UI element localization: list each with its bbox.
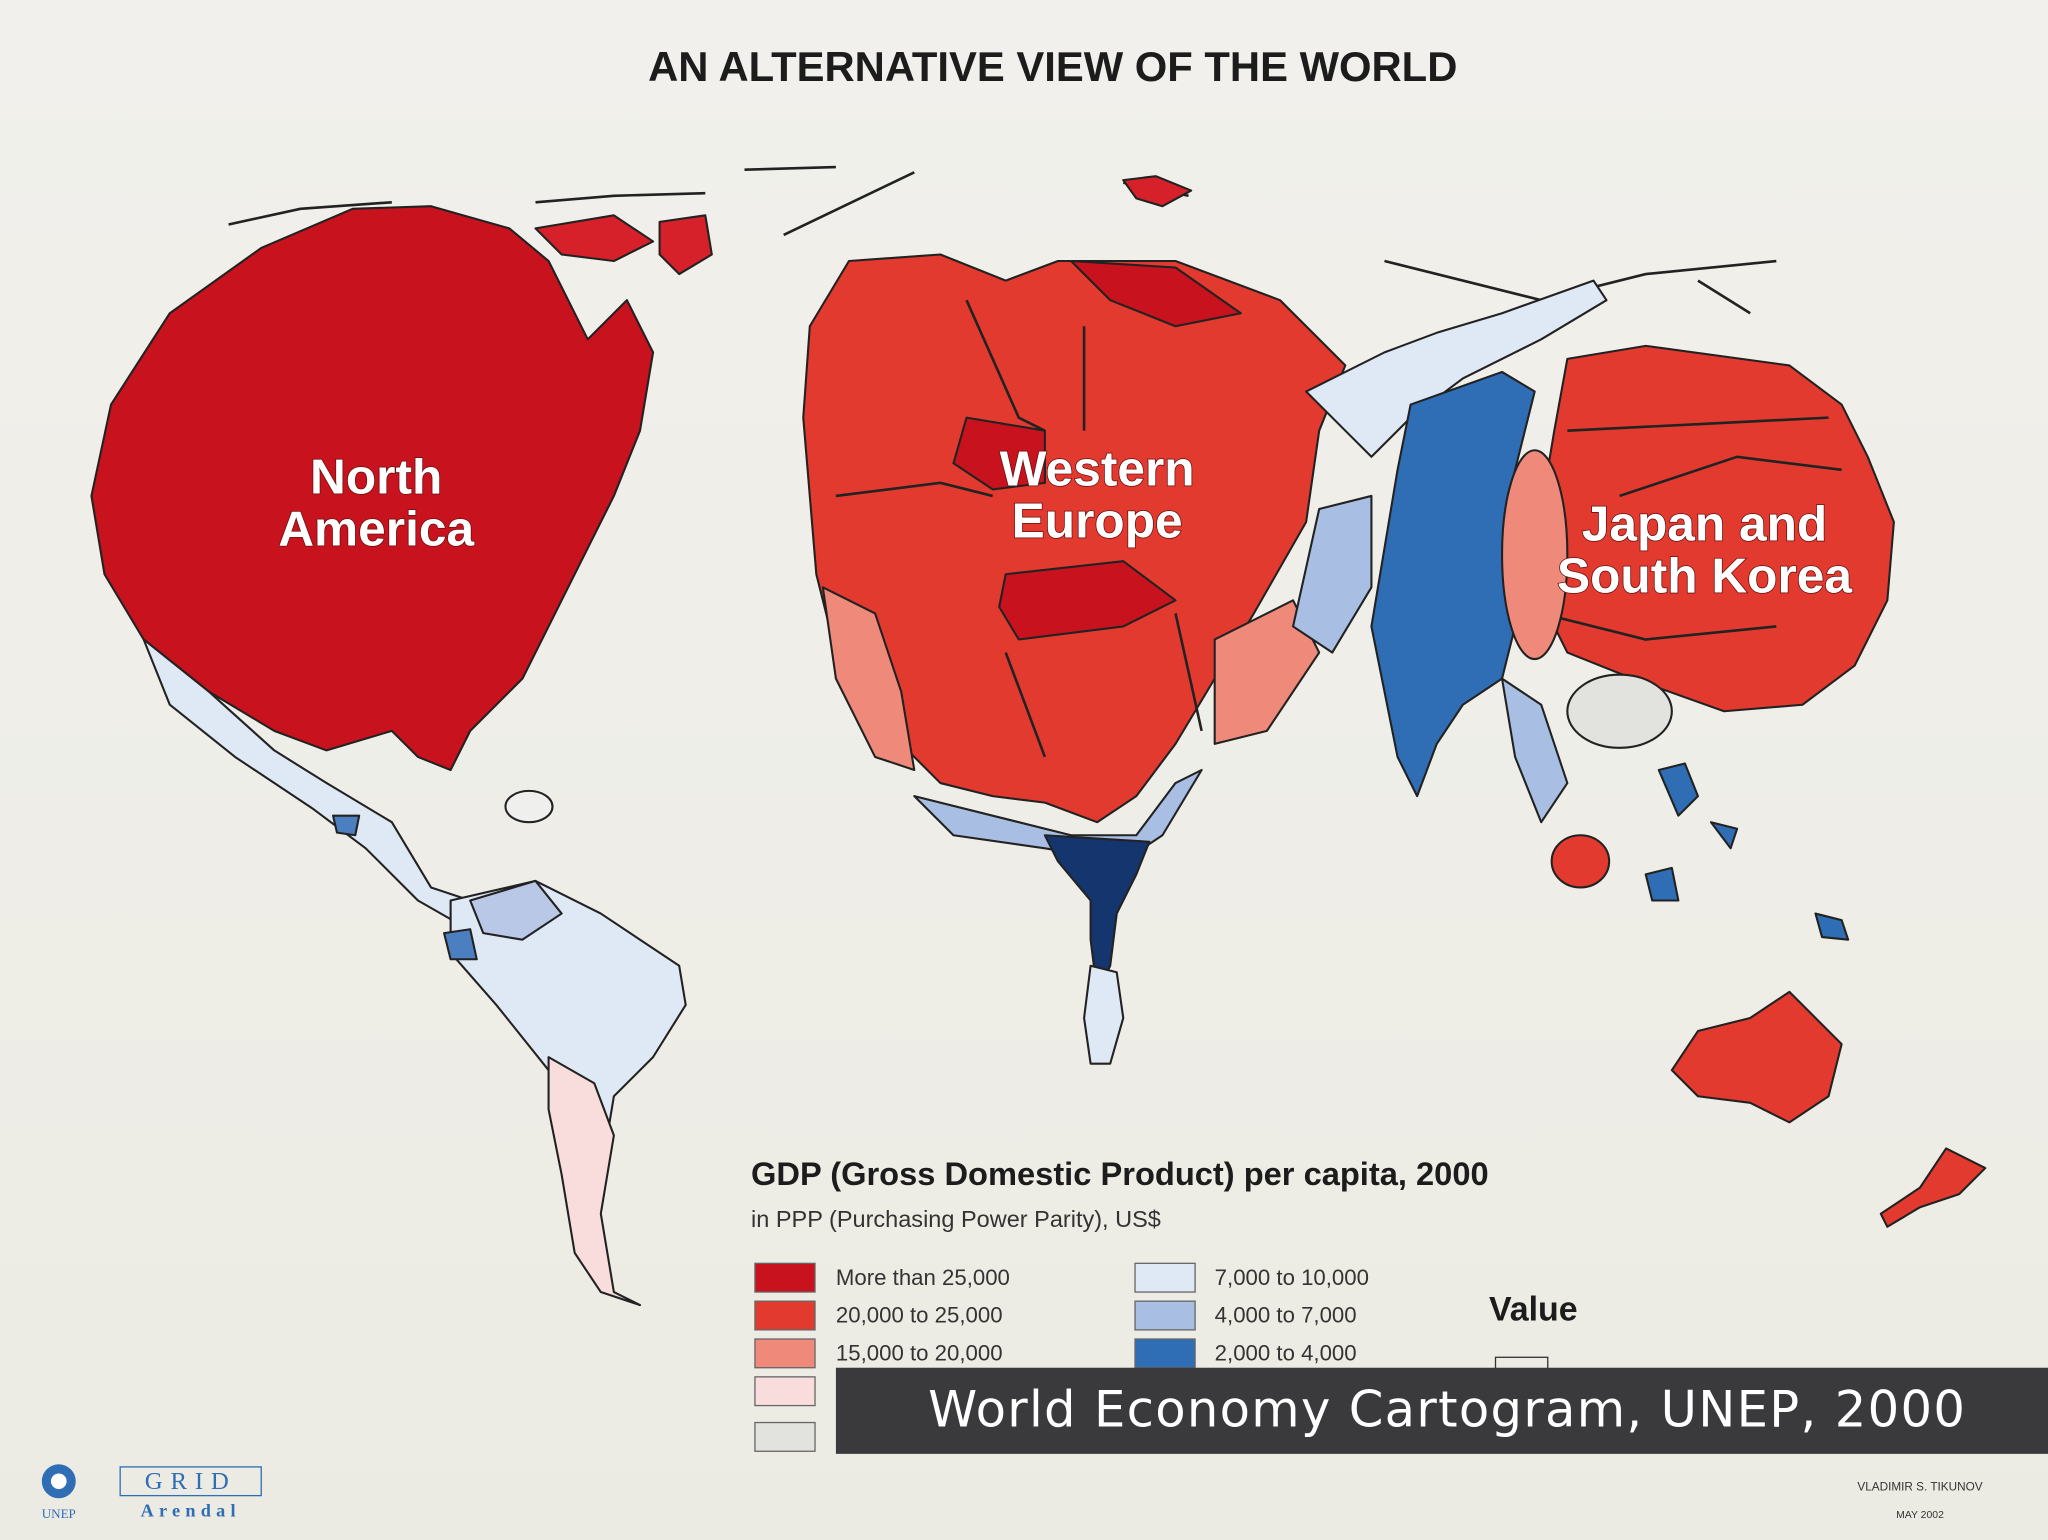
legend-swatch: [1134, 1262, 1196, 1293]
legend-swatch: [1134, 1338, 1196, 1369]
date: MAY 2002: [1896, 1510, 1944, 1521]
region-label: South Korea: [1557, 548, 1852, 604]
region-label: Japan and: [1582, 495, 1827, 551]
australia: [1670, 990, 1843, 1124]
arctic-islands: [228, 165, 1777, 315]
region-label: Europe: [1012, 493, 1183, 549]
legend: GDP (Gross Domestic Product) per capita,…: [751, 1155, 1578, 1452]
china-india: [1370, 370, 1536, 798]
legend-title: GDP (Gross Domestic Product) per capita,…: [751, 1155, 1489, 1192]
south-america: [449, 879, 687, 1137]
south-africa: [1083, 964, 1125, 1065]
author: VLADIMIR S. TIKUNOV: [1857, 1480, 1982, 1493]
andean: [469, 879, 563, 941]
caption-box: [835, 1367, 2048, 1454]
borders: [835, 299, 1203, 758]
legend-swatch: [754, 1300, 816, 1331]
southeast-asia: [1644, 762, 1850, 941]
western-europe: [802, 253, 1347, 824]
legend-swatch: [754, 1421, 816, 1452]
legend-label: 15,000 to 20,000: [836, 1341, 1003, 1366]
credits: UNEP GRID Arendal VLADIMIR S. TIKUNOV MA…: [42, 1464, 1983, 1521]
taiwan: [1500, 449, 1569, 661]
no-data-region: [1566, 673, 1673, 749]
caribbean: [504, 789, 554, 824]
north-africa: [913, 768, 1203, 863]
unep-logo-inner: [50, 1473, 67, 1490]
map-title: AN ALTERNATIVE VIEW OF THE WORLD: [648, 43, 1457, 90]
region-label: America: [278, 501, 474, 557]
caption: World Economy Cartogram, UNEP, 2000: [928, 1380, 1966, 1438]
legend-label: 20,000 to 25,000: [836, 1303, 1003, 1328]
logo-text: UNEP: [42, 1506, 76, 1521]
region-label: Western: [1000, 441, 1195, 497]
legend-label: More than 25,000: [836, 1265, 1010, 1290]
legend-value-title: Value: [1489, 1291, 1578, 1329]
legend-swatch: [754, 1338, 816, 1369]
legend-subtitle: in PPP (Purchasing Power Parity), US$: [751, 1206, 1161, 1232]
russia: [1305, 279, 1608, 458]
grid-logo: [119, 1466, 262, 1497]
poorer-americas: [332, 814, 478, 961]
richest-europe: [952, 259, 1242, 641]
legend-swatch: [754, 1262, 816, 1293]
region-label: North: [310, 448, 442, 504]
southern-cone: [547, 1056, 642, 1307]
logo-text: Arendal: [141, 1501, 241, 1521]
legend-label: 7,000 to 10,000: [1215, 1265, 1369, 1290]
south-asia: [1292, 494, 1569, 824]
legend-swatch: [754, 1376, 816, 1407]
north-america: [90, 205, 655, 772]
legend-label: 2,000 to 4,000: [1215, 1341, 1357, 1366]
new-zealand: [1879, 1147, 1987, 1228]
legend-label: 4,000 to 7,000: [1215, 1303, 1357, 1328]
mid-europe: [821, 586, 1321, 772]
singapore: [1550, 834, 1611, 889]
legend-swatch: [1134, 1300, 1196, 1331]
logo-text: GRID: [145, 1468, 237, 1495]
